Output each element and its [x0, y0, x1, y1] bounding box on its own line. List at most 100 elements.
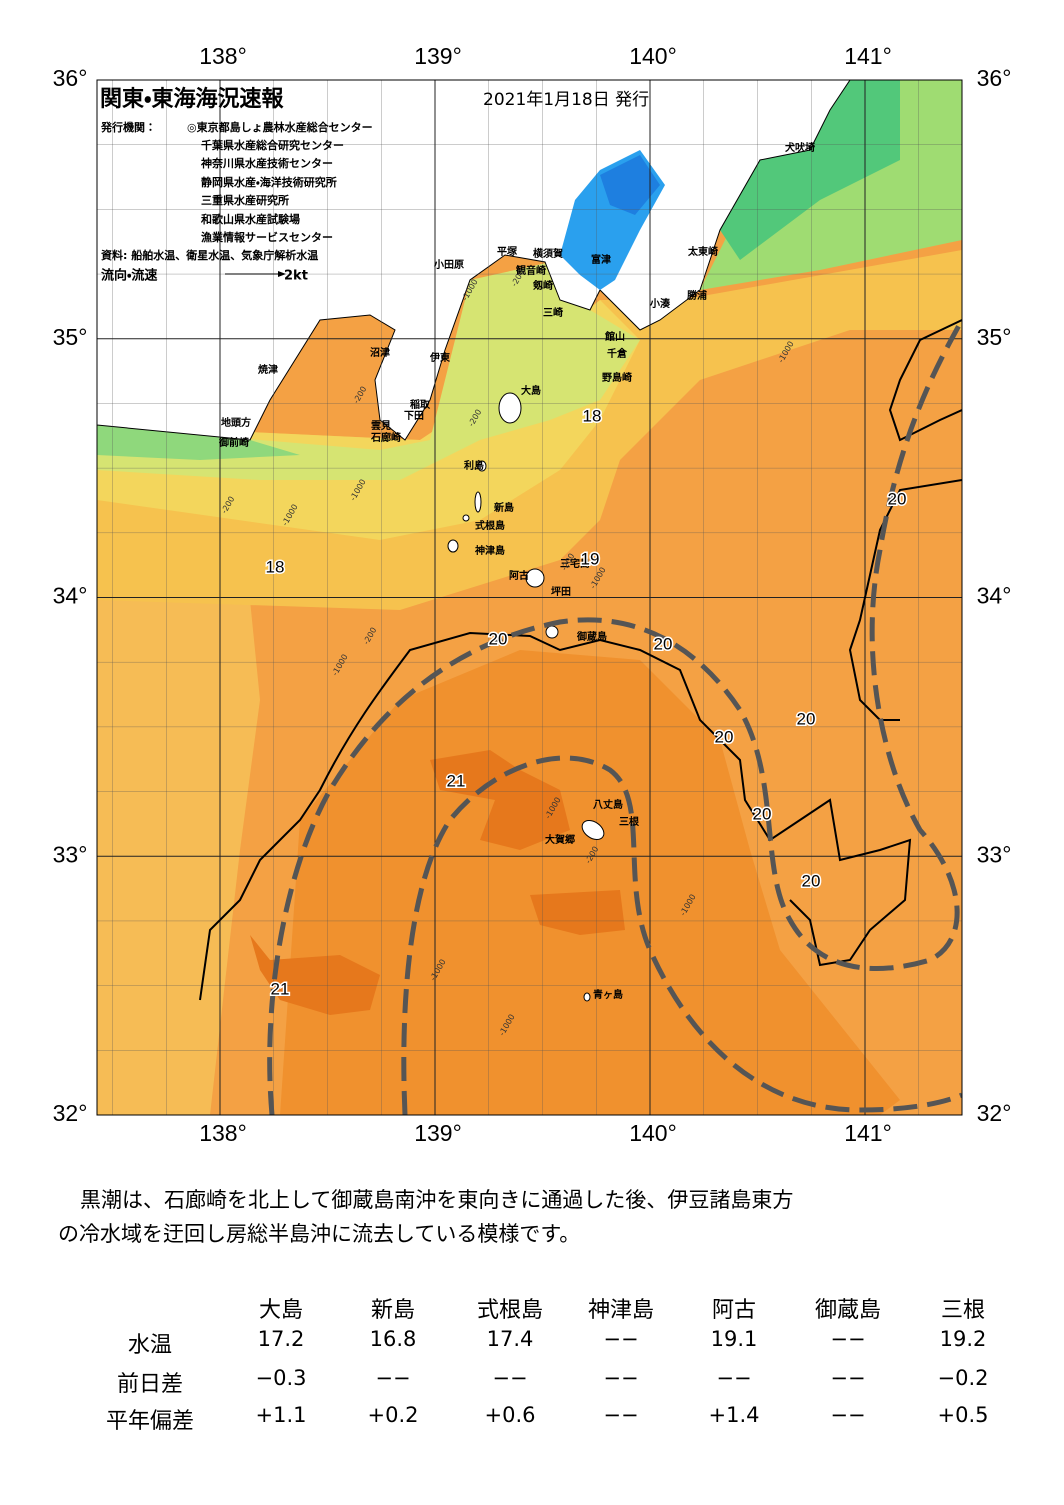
place-name: 小湊	[649, 297, 671, 310]
sea-zone	[720, 80, 900, 260]
row-header: 平年偏差	[105, 1409, 194, 1434]
place-name: 小田原	[433, 258, 464, 271]
tokyo-bay	[600, 155, 660, 215]
place-name: 三崎	[543, 306, 563, 319]
place-name: 横須賀	[533, 247, 563, 260]
table-cell: −−	[603, 1366, 639, 1390]
publisher: 三重県水産研究所	[201, 193, 289, 207]
island	[477, 460, 487, 472]
publisher: 千葉県水産総合研究センター	[201, 138, 344, 152]
place-name: 焼津	[258, 363, 278, 376]
land	[97, 80, 851, 441]
column-header: 阿古	[711, 1298, 756, 1323]
place-name: 下田	[404, 410, 424, 422]
description: の冷水域を迂回し房総半島沖に流去している模様です。	[58, 1222, 581, 1246]
lat-tick-label: 35°	[53, 324, 88, 350]
table-cell: −0.3	[255, 1366, 307, 1390]
table-cell: −−	[492, 1366, 528, 1390]
table-cell: 19.2	[939, 1327, 987, 1351]
kuroshio	[267, 318, 962, 1115]
table-cell: +1.1	[255, 1403, 307, 1427]
title: 関東・東海海況速報	[100, 86, 284, 112]
table-cell: +0.5	[937, 1403, 989, 1427]
island	[583, 992, 591, 1002]
isotherm-label: 20	[888, 489, 907, 508]
sea-zone	[97, 300, 640, 540]
publisher: 和歌山県水産試験場	[201, 212, 300, 226]
publisher: 静岡県水産・海洋技術研究所	[201, 175, 337, 189]
sea-zone	[97, 600, 260, 1115]
place-name: 平塚	[497, 245, 518, 258]
table-cell: 17.2	[257, 1327, 305, 1351]
place-name: 式根島	[475, 519, 505, 532]
place-name: 阿古	[509, 569, 529, 582]
place-name: 沼津	[370, 346, 390, 359]
place-name: 大島	[521, 384, 541, 397]
place-name: 富津	[591, 253, 611, 266]
table-cell: −−	[830, 1403, 866, 1427]
publisher-label: 発行機関：	[100, 120, 156, 134]
place-name: 利島	[464, 459, 484, 472]
column-header: 神津島	[587, 1298, 654, 1323]
table-cell: −0.2	[937, 1366, 989, 1390]
isotherm-label: 18	[583, 406, 602, 425]
place-name: 坪田	[551, 585, 571, 598]
table-cell: 19.1	[710, 1327, 758, 1351]
isotherm-line	[199, 631, 912, 1001]
source: 資料: 船舶水温、衛星水温、気象庁解析水温	[101, 248, 318, 262]
publisher: 神奈川県水産技術センター	[200, 156, 333, 170]
column-header: 式根島	[476, 1298, 543, 1323]
table-cell: +0.2	[367, 1403, 419, 1427]
current-scale-arrow	[278, 271, 286, 277]
lon-tick-label: 138°	[199, 1120, 247, 1146]
lon-tick-label: 139°	[414, 1120, 462, 1146]
lat-tick-label: 33°	[53, 841, 88, 867]
island	[462, 514, 470, 522]
place-name: 野島崎	[602, 371, 632, 384]
island	[447, 539, 459, 553]
map-frame	[96, 79, 963, 1116]
island	[525, 568, 545, 588]
isotherm-label: 18	[266, 557, 285, 576]
table-cell: −−	[603, 1403, 639, 1427]
lat-tick-label: 32°	[977, 1100, 1012, 1126]
table-cell: −−	[830, 1366, 866, 1390]
current-scale: 2kt	[284, 269, 308, 284]
lon-tick-label: 140°	[629, 43, 677, 69]
table-cell: +1.4	[708, 1403, 760, 1427]
lat-tick-label: 36°	[53, 65, 88, 91]
warm-core	[430, 750, 570, 850]
lon-tick-label: 141°	[844, 1120, 892, 1146]
warm-core	[250, 935, 380, 1015]
place-name: 青ヶ島	[593, 988, 623, 1001]
isotherm-20	[199, 319, 962, 1001]
table-cell: +0.6	[484, 1403, 536, 1427]
place-name: 稲取	[410, 398, 431, 411]
lat-tick-label: 34°	[977, 583, 1012, 609]
isotherm-label: 20	[489, 629, 508, 648]
row-header: 前日差	[116, 1372, 183, 1397]
table-cell: −−	[716, 1366, 752, 1390]
lat-tick-label: 33°	[977, 841, 1012, 867]
isotherm-label: 21	[271, 979, 290, 998]
isotherm-label: 20	[797, 709, 816, 728]
sea-zone	[97, 425, 300, 460]
place-name: 石廊崎	[370, 431, 401, 444]
isotherm-line	[888, 319, 962, 442]
publisher: 漁業情報サービスセンター	[201, 230, 333, 244]
lon-tick-label: 140°	[629, 1120, 677, 1146]
isotherm-label: 20	[715, 727, 734, 746]
table-cell: −−	[375, 1366, 411, 1390]
column-header: 御蔵島	[814, 1298, 881, 1323]
island	[581, 819, 605, 841]
island	[545, 625, 559, 639]
lat-tick-label: 34°	[53, 583, 88, 609]
column-header: 三根	[940, 1298, 985, 1323]
place-name: 地頭方	[221, 416, 251, 429]
description: 黒潮は、石廊崎を北上して御蔵島南沖を東向きに通過した後、伊豆諸島東方	[80, 1188, 794, 1212]
place-name: 館山	[604, 330, 625, 343]
sea-zone	[97, 260, 640, 480]
place-name: 剱崎	[532, 279, 553, 292]
isotherm-label: 19	[581, 549, 600, 568]
warm-core	[530, 890, 625, 935]
